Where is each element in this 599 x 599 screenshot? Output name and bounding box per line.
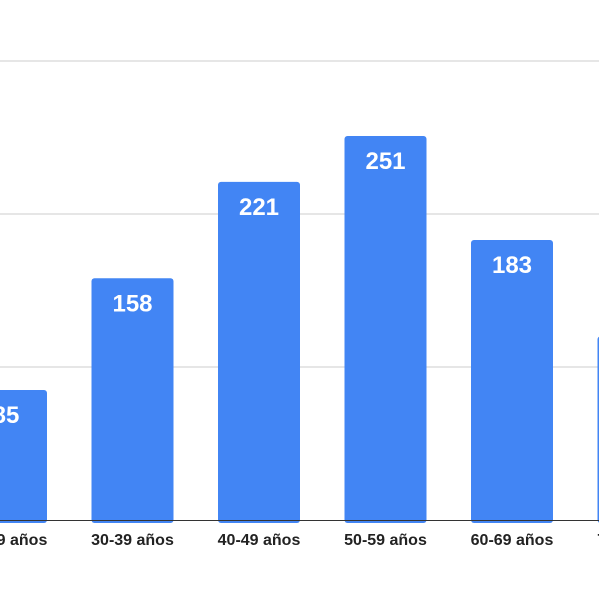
x-tick-label-4: 60-69 años — [471, 532, 554, 549]
bar-0 — [0, 389, 47, 523]
bar-2 — [218, 181, 300, 523]
x-tick-labels: 20-29 años 30-39 años 40-49 años 50-59 años… — [0, 532, 599, 549]
bar-value-label-3: 251 — [365, 148, 405, 175]
bar-value-label-2: 221 — [239, 194, 279, 221]
bar-value-label-4: 183 — [492, 252, 532, 279]
bar-1 — [91, 278, 174, 523]
bar-value-label-1: 158 — [112, 290, 152, 317]
x-tick-label-5: 70-79 años — [597, 532, 599, 549]
x-tick-label-1: 30-39 años — [91, 532, 174, 549]
bars: 85158221251183120 — [0, 135, 599, 523]
x-tick-label-2: 40-49 años — [218, 532, 301, 549]
x-tick-label-3: 50-59 años — [344, 532, 427, 549]
bar-value-label-0: 85 — [0, 402, 19, 429]
bar-4 — [471, 240, 553, 523]
bar-3 — [344, 135, 427, 523]
x-tick-label-0: 20-29 años — [0, 532, 47, 549]
